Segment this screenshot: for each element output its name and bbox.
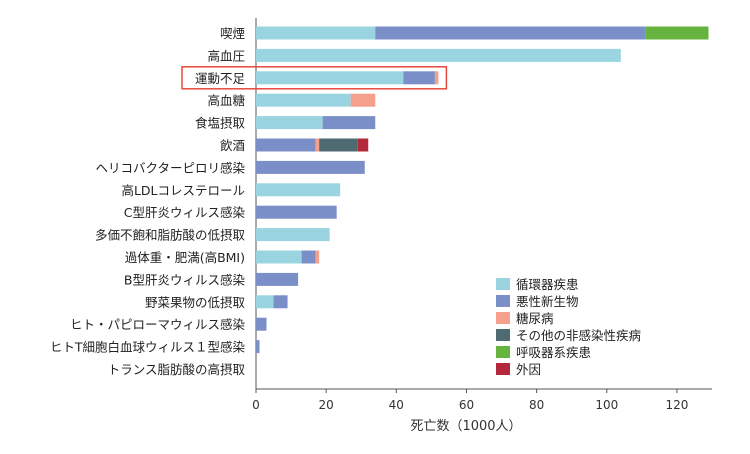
category-label: 多価不飽和脂肪酸の低摂取 [95, 228, 246, 243]
bar-segment [256, 317, 267, 331]
category-label: ヒトT細胞白血球ウィルス１型感染 [50, 340, 246, 355]
legend-label: その他の非感染性疾病 [516, 328, 641, 343]
bar-segment [319, 138, 358, 152]
legend-label: 循環器疾患 [516, 277, 579, 292]
legend-swatch [496, 363, 510, 375]
bar-segment [256, 160, 365, 174]
bar-segment [256, 138, 316, 152]
x-axis-title: 死亡数（1000人） [410, 419, 521, 434]
bar-segment [256, 116, 323, 130]
x-tick-label: 80 [529, 398, 544, 412]
category-label: ヒト・パピローマウィルス感染 [70, 317, 246, 332]
category-label: B型肝炎ウィルス感染 [124, 272, 246, 287]
legend-label: 悪性新生物 [516, 294, 579, 309]
legend-swatch [496, 346, 510, 358]
bar-segment [256, 71, 404, 85]
highlight-box [181, 66, 448, 90]
bar-segment [350, 93, 376, 107]
category-label: 食塩摂取 [195, 116, 246, 131]
legend-label: 糖尿病 [516, 311, 554, 326]
x-tick-label: 0 [252, 398, 260, 412]
bar-segment [645, 26, 709, 40]
bar-segment [375, 26, 646, 40]
bar-segment [256, 205, 337, 219]
bar-segment [315, 250, 320, 264]
legend-swatch [496, 329, 510, 341]
legend-swatch [496, 295, 510, 307]
bar-segment [256, 48, 621, 62]
x-tick-label: 20 [319, 398, 334, 412]
category-label: 高血糖 [207, 93, 245, 108]
category-label: 野菜果物の低摂取 [145, 295, 246, 310]
bar-segment [256, 340, 260, 354]
bar-segment [256, 93, 351, 107]
legend-label: 外因 [516, 362, 541, 377]
x-tick-label: 100 [595, 398, 618, 412]
x-tick-label: 60 [459, 398, 474, 412]
category-label: トランス脂肪酸の高摂取 [108, 362, 246, 377]
x-tick-label: 40 [389, 398, 404, 412]
bar-segment [357, 138, 369, 152]
bar-segment [256, 183, 341, 197]
category-label: 過体重・肥満(高BMI) [125, 250, 245, 265]
legend-swatch [496, 312, 510, 324]
category-label: 高血圧 [207, 48, 245, 63]
bar-segment [256, 272, 299, 286]
bar-segment [403, 71, 435, 85]
category-label: C型肝炎ウィルス感染 [124, 205, 246, 220]
bar-segment [322, 116, 376, 130]
category-label: 飲酒 [220, 138, 245, 153]
category-label: ヘリコバクターピロリ感染 [95, 160, 245, 175]
category-label: 喫煙 [220, 26, 245, 41]
legend-label: 呼吸器系疾患 [516, 345, 591, 360]
bar-segment [256, 250, 302, 264]
category-label: 高LDLコレステロール [121, 183, 245, 198]
bar-segment [273, 295, 288, 309]
bar-segment [315, 138, 320, 152]
bar-segment [256, 26, 376, 40]
bar-segment [256, 228, 330, 242]
bar-segment [301, 250, 316, 264]
bar-segment [434, 71, 439, 85]
bar-segment [256, 295, 274, 309]
category-label: 運動不足 [195, 71, 246, 86]
legend-swatch [496, 278, 510, 290]
x-tick-label: 120 [665, 398, 688, 412]
